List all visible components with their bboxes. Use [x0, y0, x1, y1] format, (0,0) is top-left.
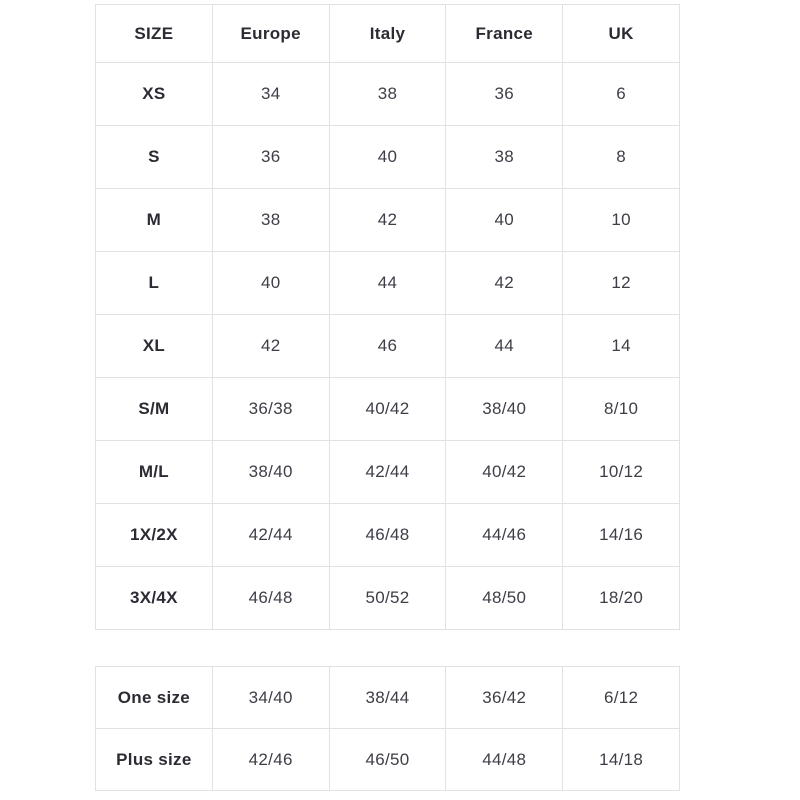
italy-value-cell: 46/48: [328, 503, 447, 567]
column-header-italy: Italy: [328, 4, 447, 63]
table-row-one-size: One size 34/40 38/44 36/42 6/12: [95, 666, 680, 729]
size-conversion-table-header: SIZE Europe Italy France UK: [95, 4, 680, 63]
size-label-cell: L: [95, 251, 213, 315]
size-label-cell: XS: [95, 62, 213, 126]
europe-value-cell: 40: [211, 251, 330, 315]
europe-value-cell: 34: [211, 62, 330, 126]
france-value-cell: 40: [445, 188, 564, 252]
uk-value-cell: 12: [562, 251, 680, 315]
europe-value-cell: 34/40: [211, 666, 330, 729]
uk-value-cell: 6: [562, 62, 680, 126]
uk-value-cell: 14: [562, 314, 680, 378]
table-row-xs: XS 34 38 36 6: [95, 62, 680, 126]
france-value-cell: 36/42: [445, 666, 564, 729]
europe-value-cell: 36: [211, 125, 330, 189]
size-label-cell: One size: [95, 666, 213, 729]
table-row-l: L 40 44 42 12: [95, 251, 680, 315]
europe-value-cell: 46/48: [211, 566, 330, 630]
special-sizes-table: One size 34/40 38/44 36/42 6/12 Plus siz…: [95, 666, 680, 791]
table-row-1x2x: 1X/2X 42/44 46/48 44/46 14/16: [95, 503, 680, 567]
size-label-cell: 3X/4X: [95, 566, 213, 630]
france-value-cell: 44: [445, 314, 564, 378]
table-row-plus-size: Plus size 42/46 46/50 44/48 14/18: [95, 728, 680, 791]
europe-value-cell: 36/38: [211, 377, 330, 441]
size-label-cell: S/M: [95, 377, 213, 441]
size-label-cell: XL: [95, 314, 213, 378]
uk-value-cell: 18/20: [562, 566, 680, 630]
italy-value-cell: 40: [328, 125, 447, 189]
size-label-cell: S: [95, 125, 213, 189]
italy-value-cell: 40/42: [328, 377, 447, 441]
italy-value-cell: 38/44: [328, 666, 447, 729]
france-value-cell: 40/42: [445, 440, 564, 504]
uk-value-cell: 8/10: [562, 377, 680, 441]
italy-value-cell: 46/50: [328, 728, 447, 791]
uk-value-cell: 10: [562, 188, 680, 252]
europe-value-cell: 42/44: [211, 503, 330, 567]
table-row-ml: M/L 38/40 42/44 40/42 10/12: [95, 440, 680, 504]
table-row-m: M 38 42 40 10: [95, 188, 680, 252]
europe-value-cell: 42: [211, 314, 330, 378]
special-sizes-table-body: One size 34/40 38/44 36/42 6/12 Plus siz…: [95, 666, 680, 791]
uk-value-cell: 10/12: [562, 440, 680, 504]
europe-value-cell: 38/40: [211, 440, 330, 504]
france-value-cell: 44/46: [445, 503, 564, 567]
size-conversion-table-body: XS 34 38 36 6 S 36 40 38 8 M 38 42 40 10: [95, 62, 680, 630]
europe-value-cell: 42/46: [211, 728, 330, 791]
italy-value-cell: 50/52: [328, 566, 447, 630]
uk-value-cell: 6/12: [562, 666, 680, 729]
uk-value-cell: 8: [562, 125, 680, 189]
france-value-cell: 36: [445, 62, 564, 126]
size-label-cell: Plus size: [95, 728, 213, 791]
header-row: SIZE Europe Italy France UK: [95, 4, 680, 63]
italy-value-cell: 46: [328, 314, 447, 378]
table-row-3x4x: 3X/4X 46/48 50/52 48/50 18/20: [95, 566, 680, 630]
france-value-cell: 48/50: [445, 566, 564, 630]
column-header-europe: Europe: [211, 4, 330, 63]
table-row-s: S 36 40 38 8: [95, 125, 680, 189]
europe-value-cell: 38: [211, 188, 330, 252]
uk-value-cell: 14/16: [562, 503, 680, 567]
size-label-cell: 1X/2X: [95, 503, 213, 567]
italy-value-cell: 42/44: [328, 440, 447, 504]
italy-value-cell: 44: [328, 251, 447, 315]
france-value-cell: 42: [445, 251, 564, 315]
column-header-uk: UK: [562, 4, 680, 63]
table-row-xl: XL 42 46 44 14: [95, 314, 680, 378]
column-header-france: France: [445, 4, 564, 63]
italy-value-cell: 38: [328, 62, 447, 126]
size-label-cell: M: [95, 188, 213, 252]
france-value-cell: 38/40: [445, 377, 564, 441]
size-conversion-table: SIZE Europe Italy France UK XS 34 38 36 …: [95, 4, 680, 630]
size-label-cell: M/L: [95, 440, 213, 504]
france-value-cell: 38: [445, 125, 564, 189]
france-value-cell: 44/48: [445, 728, 564, 791]
uk-value-cell: 14/18: [562, 728, 680, 791]
column-header-size: SIZE: [95, 4, 213, 63]
table-row-sm: S/M 36/38 40/42 38/40 8/10: [95, 377, 680, 441]
italy-value-cell: 42: [328, 188, 447, 252]
